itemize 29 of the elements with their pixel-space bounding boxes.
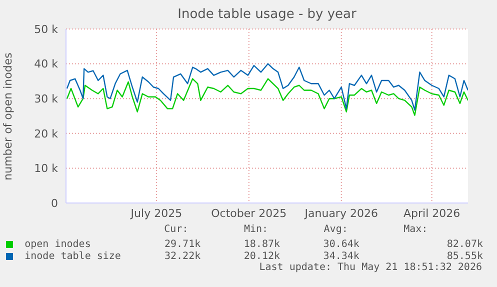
text: 85.55k (446, 250, 484, 262)
y-tick-label: 40 k (34, 58, 59, 71)
y-tick-label: 0 (51, 196, 58, 210)
y-tick-label: 20 k (34, 127, 59, 140)
text: 82.07k (446, 238, 484, 250)
x-tick-label: July 2025 (130, 206, 182, 220)
text: 29.71k (164, 238, 202, 250)
legend-label: inode table size (24, 250, 122, 262)
x-tick-label: October 2025 (211, 206, 287, 220)
text: 18.87k (244, 238, 282, 250)
text: Cur: (164, 224, 190, 237)
text: 30.64k (323, 238, 360, 250)
x-tick-label: April 2026 (404, 206, 460, 220)
text: Avg: (324, 224, 349, 237)
y-tick-label: 50 k (34, 22, 59, 36)
text: 20.12k (244, 250, 282, 262)
text: 34.34k (323, 250, 360, 262)
text: Min: (244, 224, 270, 237)
y-tick-label: 30 k (34, 92, 59, 106)
chart-title: Inode table usage - by year (176, 7, 358, 22)
text: Max: (404, 224, 429, 237)
text: 32.22k (164, 250, 202, 262)
x-tick-label: January 2026 (304, 206, 378, 220)
legend-label: open inodes (24, 238, 92, 250)
y-axis-title: number of open inodes (2, 52, 14, 180)
line-series (66, 78, 468, 116)
text: Last update: Thu May 21 18:51:32 2026 (258, 262, 483, 274)
y-tick-label: 10 k (34, 162, 59, 176)
line-series (66, 63, 468, 111)
